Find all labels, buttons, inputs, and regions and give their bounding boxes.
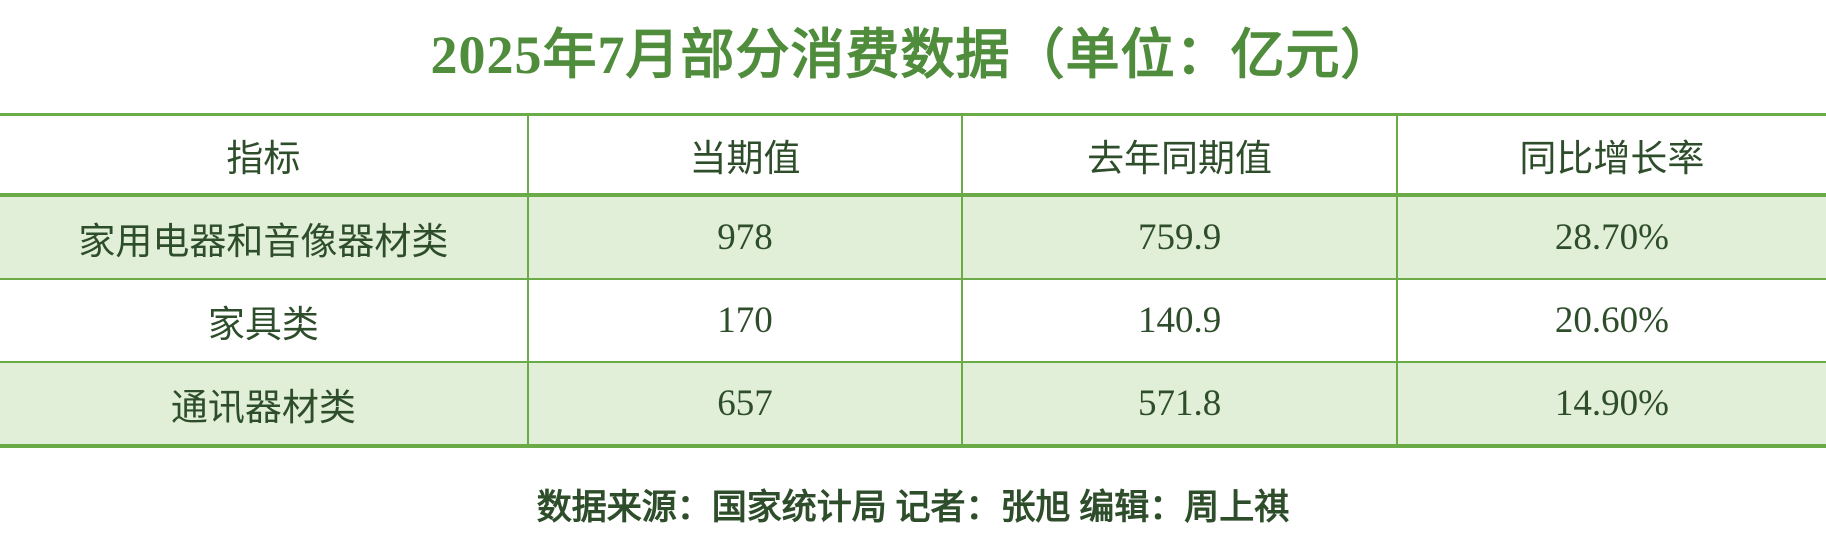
cell-indicator: 家用电器和音像器材类: [78, 221, 449, 263]
cell-indicator: 通讯器材类: [170, 387, 356, 429]
cell-growth-rate: 20.60%: [1395, 279, 1826, 362]
source-note: 数据来源：国家统计局 记者：张旭 编辑：周上祺: [536, 488, 1290, 527]
cell-last-year: 571.8: [961, 362, 1397, 446]
page-title: 2025年7月部分消费数据（单位：亿元）: [430, 25, 1396, 85]
cell-last-year: 140.9: [961, 279, 1397, 362]
table-row: 家用电器和音像器材类 978 759.9 28.70%: [0, 195, 1826, 279]
col-header-indicator: 指标: [0, 114, 528, 197]
cell-indicator: 家具类: [207, 304, 319, 346]
cell-growth-rate: 28.70%: [1395, 195, 1826, 279]
cell-last-year: 759.9: [961, 195, 1397, 279]
col-header-growth-rate: 同比增长率: [1395, 114, 1826, 197]
table-row: 家具类 170 140.9 20.60%: [0, 279, 1826, 362]
col-header-last-year: 去年同期值: [961, 114, 1397, 197]
header-row: 指标 当期值 去年同期值 同比增长率: [0, 114, 1826, 197]
cell-current-value: 657: [526, 362, 963, 446]
consumption-table: 指标 当期值 去年同期值 同比增长率 家用电器和音像器材类 978 759.9 …: [0, 113, 1826, 448]
col-header-current-value: 当期值: [526, 114, 963, 197]
table-row: 通讯器材类 657 571.8 14.90%: [0, 362, 1826, 446]
cell-current-value: 170: [526, 279, 963, 362]
cell-growth-rate: 14.90%: [1395, 362, 1826, 446]
cell-current-value: 978: [526, 195, 963, 279]
